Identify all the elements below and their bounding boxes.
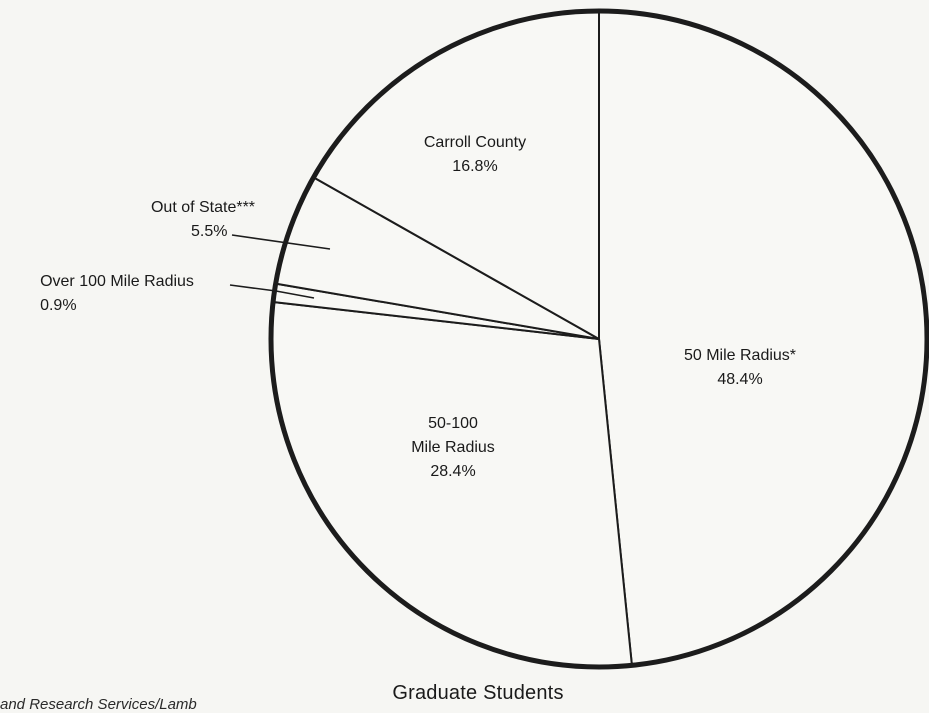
label-out-of-state-name: Out of State*** bbox=[150, 199, 256, 216]
slice-50-100-mile bbox=[270, 300, 633, 668]
label-50-mile-value: 48.4% bbox=[717, 371, 763, 388]
label-50-100-value: 28.4% bbox=[430, 463, 476, 480]
leader-out-of-state bbox=[231, 234, 331, 250]
label-50-100-line2: Mile Radius bbox=[411, 439, 495, 456]
label-carroll-name: Carroll County bbox=[423, 134, 527, 151]
label-out-of-state: Out of State*** 5.5% bbox=[151, 196, 255, 244]
label-over-100-name: Over 100 Mile Radius bbox=[40, 273, 194, 290]
pie-outline bbox=[268, 8, 929, 670]
leader-over-100-mile bbox=[229, 284, 315, 299]
chart-title: Graduate Students bbox=[392, 682, 564, 704]
source-footnote: and Research Services/Lamb bbox=[0, 696, 197, 713]
label-carroll-county: Carroll County 16.8% bbox=[424, 131, 526, 179]
label-50-mile: 50 Mile Radius* 48.4% bbox=[684, 344, 796, 392]
label-out-of-state-value: 5.5% bbox=[190, 223, 228, 240]
label-over-100-mile: Over 100 Mile Radius 0.9% bbox=[40, 270, 194, 318]
label-carroll-value: 16.8% bbox=[452, 158, 498, 175]
label-50-mile-name: 50 Mile Radius* bbox=[683, 347, 797, 364]
label-50-100-mile: 50-100 Mile Radius 28.4% bbox=[411, 412, 495, 484]
slice-50-mile bbox=[598, 10, 928, 667]
label-50-100-line1: 50-100 bbox=[428, 415, 478, 432]
label-over-100-value: 0.9% bbox=[40, 297, 77, 314]
